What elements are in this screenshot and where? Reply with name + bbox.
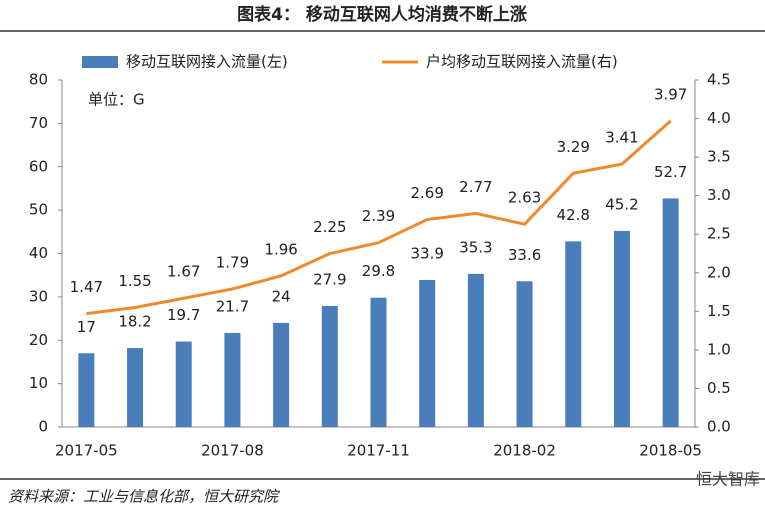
y2-tick-label: 1.5	[707, 302, 731, 320]
bar	[419, 279, 436, 427]
bar	[565, 241, 582, 427]
bar-label: 19.7	[167, 306, 200, 324]
bar-label: 35.3	[459, 238, 492, 256]
y-tick-label: 40	[29, 244, 48, 262]
bar-label: 29.8	[362, 262, 395, 280]
bar-label: 24	[272, 287, 291, 305]
line-label: 1.96	[264, 240, 297, 258]
bar-label: 17	[77, 318, 96, 336]
line-label: 2.39	[362, 207, 395, 225]
y-tick-label: 50	[29, 201, 48, 219]
y2-tick-label: 0.5	[707, 379, 731, 397]
unit-note: 单位：G	[88, 91, 145, 109]
y-tick-label: 0	[38, 418, 48, 436]
line	[86, 119, 672, 316]
y2-tick-label: 2.5	[707, 225, 731, 243]
legend-label: 户均移动互联网接入流量(右)	[426, 53, 618, 71]
bar-label: 33.9	[410, 244, 443, 262]
y-tick-label: 10	[29, 374, 48, 392]
line-label: 1.79	[216, 253, 249, 271]
bar-label: 52.7	[654, 163, 687, 181]
y-tick-label: 80	[29, 71, 48, 89]
line-label: 1.55	[118, 272, 151, 290]
line-label: 2.63	[508, 189, 541, 207]
line-label: 1.67	[167, 263, 200, 281]
y2-tick-label: 3.5	[707, 148, 731, 166]
bar	[613, 230, 630, 427]
bar	[662, 198, 679, 427]
bar-label: 42.8	[557, 206, 590, 224]
y2-tick-label: 3.0	[707, 186, 731, 204]
legend-swatch	[82, 56, 118, 68]
line-label: 3.29	[557, 138, 590, 156]
watermark: 恒大智库	[696, 470, 760, 489]
y2-tick-label: 2.0	[707, 263, 731, 281]
bar-label: 33.6	[508, 246, 541, 264]
bar	[370, 297, 387, 427]
line-label: 2.69	[410, 184, 443, 202]
bar	[127, 348, 144, 427]
source-note: 资料来源：工业与信息化部，恒大研究院	[8, 488, 280, 506]
bar	[467, 273, 484, 427]
x-tick-label: 2017-05	[55, 442, 118, 460]
line-label: 2.25	[313, 218, 346, 236]
x-tick-label: 2017-11	[347, 442, 410, 460]
y2-tick-label: 0.0	[707, 418, 731, 436]
bar-label: 21.7	[216, 297, 249, 315]
line-label: 1.47	[70, 278, 103, 296]
y2-tick-label: 4.5	[707, 71, 731, 89]
bar-label: 45.2	[605, 195, 638, 213]
y-tick-label: 30	[29, 287, 48, 305]
bar	[224, 332, 241, 427]
y2-tick-label: 1.0	[707, 340, 731, 358]
line-label: 3.41	[605, 129, 638, 147]
line-label: 2.77	[459, 178, 492, 196]
bar	[516, 281, 533, 427]
chart-title: 图表4： 移动互联网人均消费不断上涨	[237, 4, 527, 25]
bar	[321, 305, 338, 427]
y-tick-label: 60	[29, 157, 48, 175]
bar	[273, 322, 290, 427]
y2-tick-label: 4.0	[707, 109, 731, 127]
legend-label: 移动互联网接入流量(左)	[126, 53, 288, 71]
bar	[175, 341, 192, 427]
x-tick-label: 2018-02	[493, 442, 556, 460]
bar-label: 27.9	[313, 270, 346, 288]
bar-label: 18.2	[118, 313, 151, 331]
y-tick-label: 20	[29, 331, 48, 349]
line-label: 3.97	[654, 85, 687, 103]
x-tick-label: 2018-05	[639, 442, 702, 460]
y-tick-label: 70	[29, 114, 48, 132]
bar	[78, 353, 95, 427]
x-tick-label: 2017-08	[201, 442, 264, 460]
